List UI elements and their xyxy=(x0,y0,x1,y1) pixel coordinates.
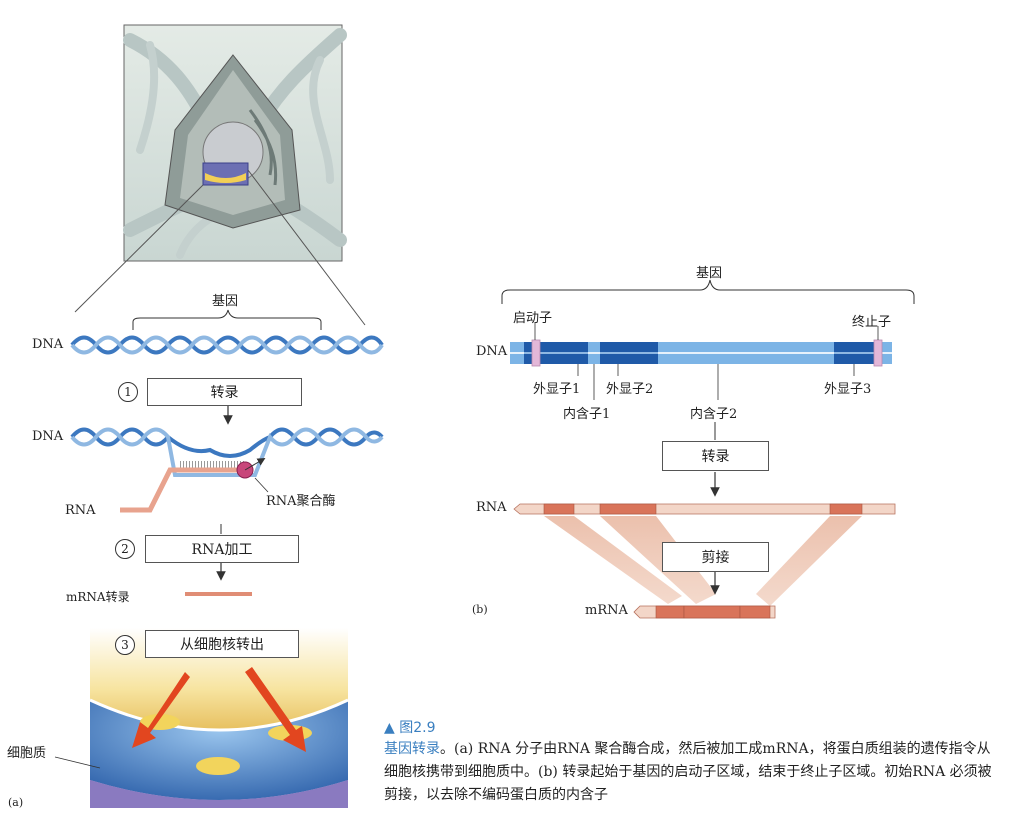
panel-b-tag: (b) xyxy=(472,603,488,616)
dna-helix-2 xyxy=(70,427,384,513)
panel-b-transcription-box: 转录 xyxy=(662,441,769,471)
panel-a-illustration xyxy=(54,24,384,808)
panel-b-mrna-label: mRNA xyxy=(585,603,628,618)
promoter-label: 启动子 xyxy=(513,311,553,326)
rna-processing-step-box: RNA加工 xyxy=(145,535,299,563)
intron-1-label: 内含子1 xyxy=(563,407,611,422)
rna-bar xyxy=(513,503,896,515)
dna-bar xyxy=(510,339,892,367)
nuclear-export-step-box: 从细胞核转出 xyxy=(145,630,299,658)
terminator-label: 终止子 xyxy=(852,315,892,330)
exon-3-label: 外显子3 xyxy=(824,382,872,397)
nuclear-export-step-label: 从细胞核转出 xyxy=(180,637,264,653)
splicing-label: 剪接 xyxy=(701,550,730,566)
panel-a-dna-label-2: DNA xyxy=(32,429,64,444)
panel-b-diagram xyxy=(501,279,915,619)
neuron-cell-image xyxy=(123,24,347,262)
panel-b-rna-label: RNA xyxy=(476,500,507,515)
step-1-number: 1 xyxy=(118,382,138,402)
nucleus-export-image xyxy=(89,628,349,808)
panel-a-dna-label-1: DNA xyxy=(32,337,64,352)
mrna-transcript-label: mRNA转录 xyxy=(66,590,130,604)
intron-2-label: 内含子2 xyxy=(690,407,738,422)
panel-a-tag: (a) xyxy=(8,796,24,809)
transcription-step-label: 转录 xyxy=(210,385,239,401)
cytoplasm-label: 细胞质 xyxy=(7,746,47,761)
panel-b-gene-label: 基因 xyxy=(696,266,723,281)
step-2-number: 2 xyxy=(115,539,135,559)
splicing-beams xyxy=(544,516,862,606)
figure-number: ▲ 图2.9 xyxy=(384,720,436,736)
caption-text: 。(a) RNA 分子由RNA 聚合酶合成，然后被加工成mRNA，将蛋白质组装的… xyxy=(384,741,992,803)
panel-b-dna-label: DNA xyxy=(476,344,508,359)
transcription-step-box: 转录 xyxy=(147,378,302,406)
rna-processing-step-label: RNA加工 xyxy=(191,542,253,558)
mrna-bar xyxy=(633,605,776,619)
panel-a-rna-label: RNA xyxy=(65,503,96,518)
splicing-box: 剪接 xyxy=(662,542,769,572)
panel-a-gene-label: 基因 xyxy=(212,294,239,309)
step-3-number: 3 xyxy=(115,635,135,655)
exon-2-label: 外显子2 xyxy=(606,382,654,397)
exon-1-label: 外显子1 xyxy=(533,382,581,397)
panel-b-transcription-label: 转录 xyxy=(701,449,730,465)
figure-caption: 基因转录。(a) RNA 分子由RNA 聚合酶合成，然后被加工成mRNA，将蛋白… xyxy=(384,738,1004,807)
rna-polymerase-label: RNA聚合酶 xyxy=(266,494,336,509)
caption-title: 基因转录 xyxy=(384,741,440,757)
dna-helix-1 xyxy=(70,335,384,355)
